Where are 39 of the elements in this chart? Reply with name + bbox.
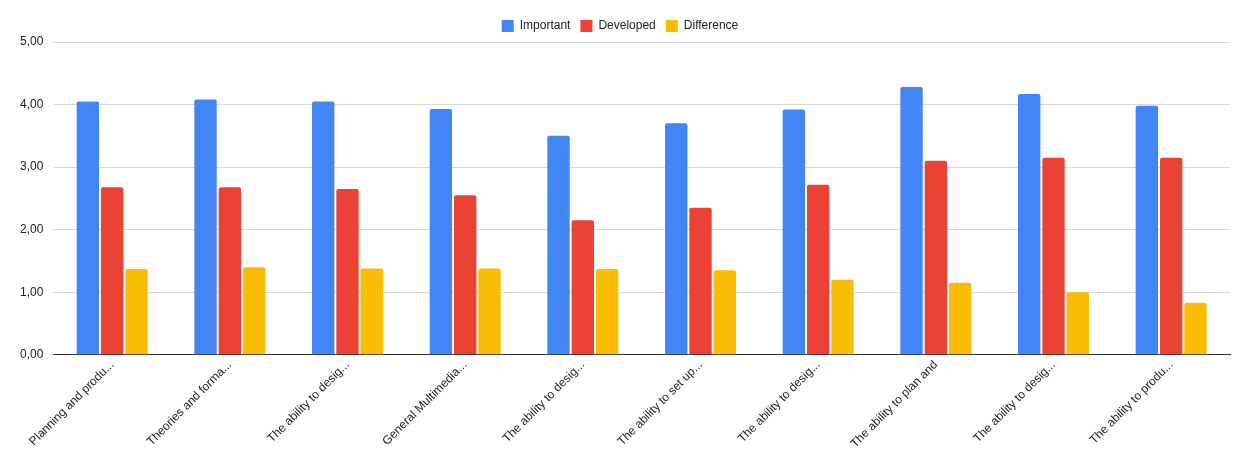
bar bbox=[478, 268, 501, 355]
bar bbox=[336, 189, 359, 355]
bar bbox=[806, 184, 830, 355]
legend-label: Difference bbox=[683, 18, 739, 33]
bar bbox=[429, 108, 453, 355]
bar bbox=[924, 160, 948, 355]
bar bbox=[1135, 105, 1159, 355]
bar bbox=[242, 267, 266, 355]
bar bbox=[595, 269, 619, 355]
bar bbox=[1066, 292, 1090, 355]
bar bbox=[194, 99, 217, 355]
bar bbox=[101, 187, 124, 355]
bar bbox=[218, 187, 242, 355]
y-tick-label: 5,00 bbox=[20, 34, 44, 49]
legend-label: Important bbox=[519, 18, 572, 33]
bar bbox=[76, 101, 100, 355]
bar bbox=[571, 220, 595, 355]
bar bbox=[1184, 302, 1207, 355]
y-tick-label: 0,00 bbox=[20, 347, 44, 362]
bar bbox=[547, 135, 570, 355]
bar bbox=[454, 195, 477, 355]
y-tick-label: 3,00 bbox=[20, 159, 44, 174]
bar bbox=[360, 268, 384, 355]
bar bbox=[1159, 157, 1183, 355]
bar bbox=[1018, 93, 1041, 355]
bar bbox=[900, 87, 923, 355]
bar bbox=[948, 282, 972, 355]
bar bbox=[782, 109, 806, 355]
bar bbox=[713, 270, 737, 355]
y-tick-label: 2,00 bbox=[20, 221, 44, 236]
bar bbox=[665, 123, 688, 355]
y-tick-label: 1,00 bbox=[20, 284, 44, 299]
bar bbox=[1042, 157, 1065, 355]
bar bbox=[689, 207, 712, 355]
legend-label: Developed bbox=[598, 18, 656, 33]
bar bbox=[831, 279, 854, 355]
bar bbox=[312, 101, 335, 355]
y-tick-label: 4,00 bbox=[20, 96, 44, 111]
bar bbox=[125, 269, 148, 355]
